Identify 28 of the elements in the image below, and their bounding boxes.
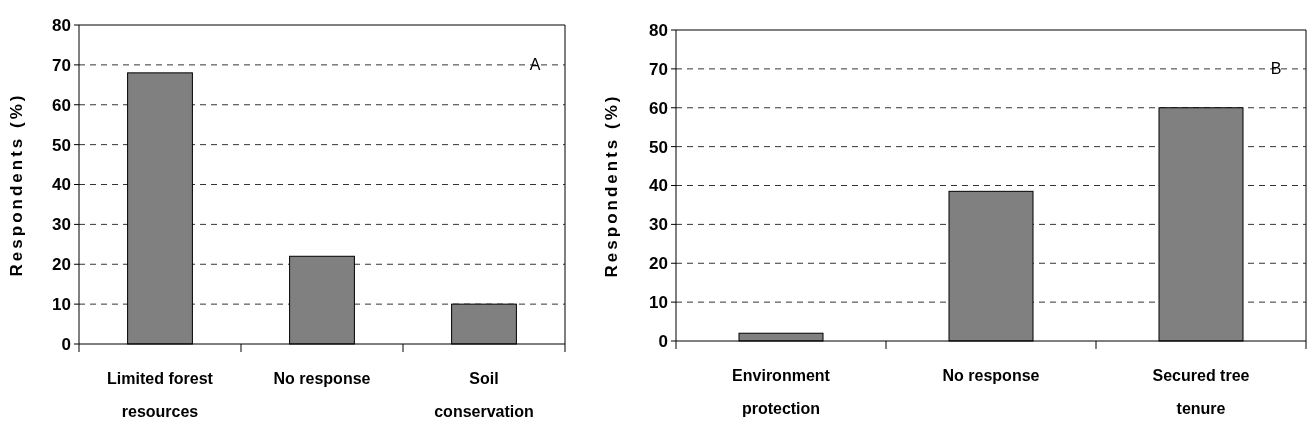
annotation: B <box>1270 60 1282 78</box>
y-tick-label: 60 <box>649 98 668 118</box>
y-tick-label: 0 <box>61 334 71 354</box>
y-tick-label: 40 <box>52 175 71 195</box>
y-tick-label: 60 <box>52 95 71 115</box>
x-tick-label: Environment protection <box>732 367 831 417</box>
y-tick-label: 50 <box>52 135 71 155</box>
x-tick-label: No response <box>942 367 1040 384</box>
y-tick-label: 30 <box>52 215 71 235</box>
x-tick-label: Soil conservation <box>434 370 534 420</box>
y-tick-label: 10 <box>52 295 71 315</box>
y-tick-label: 30 <box>649 215 668 235</box>
y-axis-title: Respondents (%) <box>602 93 621 278</box>
y-tick-label: 80 <box>649 20 668 40</box>
y-tick-label: 80 <box>52 15 71 35</box>
x-tick-label: Secured tree tenure <box>1152 367 1250 417</box>
x-tick-label: No response <box>273 370 371 387</box>
y-tick-label: 50 <box>649 137 668 157</box>
y-tick-label: 70 <box>52 55 71 75</box>
y-tick-label: 70 <box>649 59 668 79</box>
y-tick-label: 0 <box>658 331 668 351</box>
y-tick-label: 10 <box>649 293 668 313</box>
x-tick-label: Limited forest resources <box>107 370 214 420</box>
y-tick-label: 20 <box>52 255 71 275</box>
y-tick-label: 40 <box>649 176 668 196</box>
annotation: A <box>529 56 541 74</box>
y-axis-title: Respondents (%) <box>7 92 26 277</box>
y-tick-label: 20 <box>649 254 668 274</box>
